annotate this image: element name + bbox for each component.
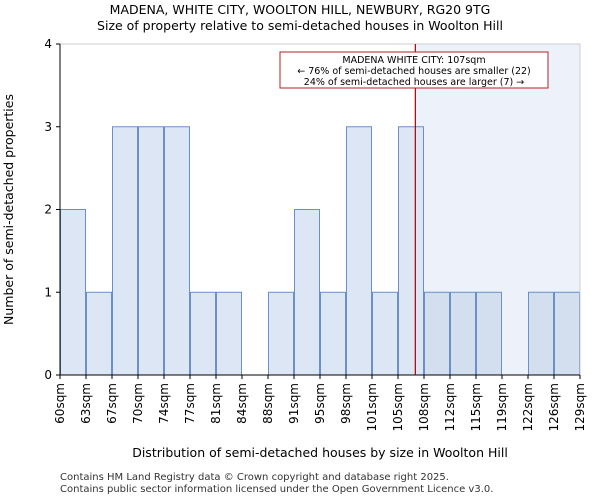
bar-91sqm	[294, 209, 320, 376]
footer-copyright: Contains HM Land Registry data © Crown c…	[60, 472, 449, 483]
bar-101sqm	[372, 291, 398, 376]
annotation-larger: 24% of semi-detached houses are larger (…	[304, 77, 524, 88]
bar-67sqm	[112, 126, 138, 376]
bar-108sqm	[424, 291, 450, 376]
y-tick-label: 0	[44, 368, 52, 382]
bar-81sqm	[216, 291, 242, 376]
x-tick-label: 108sqm	[417, 383, 431, 431]
x-tick-label: 95sqm	[313, 383, 327, 424]
y-tick-label: 2	[44, 203, 52, 217]
bar-126sqm	[554, 291, 580, 376]
x-tick-label: 91sqm	[287, 383, 301, 424]
x-tick-label: 77sqm	[183, 383, 197, 424]
x-tick-label: 98sqm	[339, 383, 353, 424]
x-tick-label: 112sqm	[443, 383, 457, 431]
bar-122sqm	[528, 291, 554, 376]
x-tick-label: 60sqm	[53, 383, 67, 424]
x-tick-label: 74sqm	[157, 383, 171, 424]
x-axis-label: Distribution of semi-detached houses by …	[132, 445, 508, 460]
chart-title: MADENA, WHITE CITY, WOOLTON HILL, NEWBUR…	[109, 2, 491, 17]
x-tick-label: 70sqm	[131, 383, 145, 424]
footer-licence: Contains public sector information licen…	[60, 484, 494, 495]
y-tick-label: 1	[44, 285, 52, 299]
bar-70sqm	[138, 126, 164, 376]
x-tick-label: 67sqm	[105, 383, 119, 424]
y-tick-label: 3	[44, 120, 52, 134]
bar-95sqm	[320, 291, 346, 376]
bar-98sqm	[346, 126, 372, 376]
x-tick-label: 126sqm	[547, 383, 561, 431]
bar-105sqm	[398, 126, 424, 376]
chart-subtitle: Size of property relative to semi-detach…	[97, 18, 503, 33]
x-tick-label: 101sqm	[365, 383, 379, 431]
x-tick-label: 84sqm	[235, 383, 249, 424]
y-axis-label: Number of semi-detached properties	[1, 94, 16, 325]
bar-115sqm	[476, 291, 502, 376]
x-tick-label: 115sqm	[469, 383, 483, 431]
x-tick-label: 81sqm	[209, 383, 223, 424]
annotation-box	[279, 51, 549, 89]
x-tick-label: 88sqm	[261, 383, 275, 424]
bar-60sqm	[60, 209, 86, 376]
x-tick-label: 105sqm	[391, 383, 405, 431]
annotation-smaller: ← 76% of semi-detached houses are smalle…	[297, 66, 531, 77]
annotation-title: MADENA WHITE CITY: 107sqm	[342, 55, 485, 66]
bar-63sqm	[86, 291, 112, 376]
x-tick-label: 119sqm	[495, 383, 509, 431]
bar-112sqm	[450, 291, 476, 376]
bar-77sqm	[190, 291, 216, 376]
bar-74sqm	[164, 126, 190, 376]
y-tick-label: 4	[44, 37, 52, 51]
x-tick-label: 129sqm	[573, 383, 587, 431]
x-tick-label: 63sqm	[79, 383, 93, 424]
x-tick-label: 122sqm	[521, 383, 535, 431]
bar-88sqm	[268, 291, 294, 376]
